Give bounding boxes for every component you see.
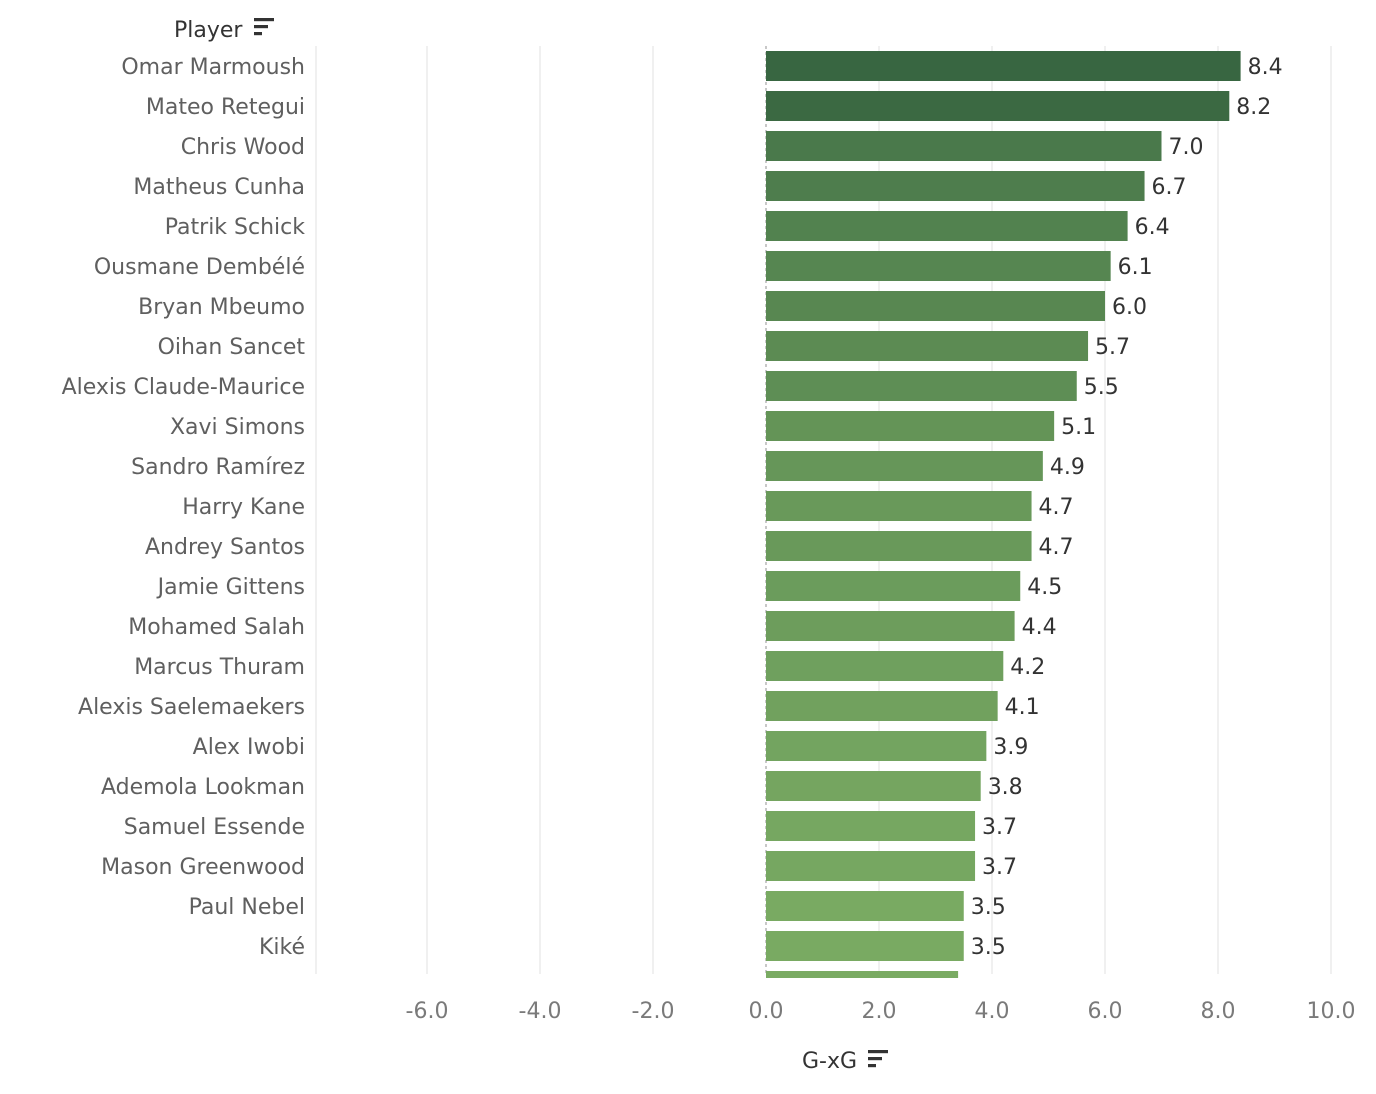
bar[interactable] xyxy=(766,491,1032,521)
bar[interactable] xyxy=(766,171,1145,201)
category-label: Harry Kane xyxy=(182,495,305,520)
bar[interactable] xyxy=(766,251,1111,281)
bar-partial[interactable] xyxy=(766,971,959,978)
data-label: 4.4 xyxy=(1022,615,1057,640)
x-tick-label: -4.0 xyxy=(519,999,562,1024)
label-layer: -6.0 -4.0 -2.0 0.0 2.0 4.0 6.0 8.0 10.0 Omar Marm… xyxy=(62,55,1356,1024)
bar[interactable] xyxy=(766,371,1077,401)
category-label: Kiké xyxy=(259,935,305,960)
category-label: Patrik Schick xyxy=(165,215,305,240)
data-label: 5.7 xyxy=(1095,335,1130,360)
bar[interactable] xyxy=(766,891,964,921)
data-label: 4.5 xyxy=(1027,575,1062,600)
y-axis-title[interactable]: Player xyxy=(174,18,243,43)
category-label: Chris Wood xyxy=(181,135,305,160)
category-label: Ousmane Dembélé xyxy=(94,255,305,280)
bar[interactable] xyxy=(766,931,964,961)
data-label: 3.8 xyxy=(988,775,1023,800)
data-label: 3.7 xyxy=(982,815,1017,840)
bar[interactable] xyxy=(766,771,981,801)
data-label: 6.0 xyxy=(1112,295,1147,320)
bar[interactable] xyxy=(766,531,1032,561)
bar[interactable] xyxy=(766,611,1015,641)
data-label: 7.0 xyxy=(1169,135,1204,160)
category-label: Alex Iwobi xyxy=(193,735,305,760)
bar[interactable] xyxy=(766,651,1004,681)
x-tick-label: 4.0 xyxy=(975,999,1010,1024)
bar[interactable] xyxy=(766,451,1043,481)
data-label: 5.1 xyxy=(1061,415,1096,440)
category-label: Samuel Essende xyxy=(124,815,305,840)
x-tick-label: 10.0 xyxy=(1307,999,1356,1024)
bar[interactable] xyxy=(766,91,1230,121)
category-label: Alexis Saelemaekers xyxy=(78,695,305,720)
category-label: Mason Greenwood xyxy=(101,855,305,880)
data-label: 3.5 xyxy=(971,895,1006,920)
category-label: Sandro Ramírez xyxy=(131,455,305,480)
x-tick-label: 8.0 xyxy=(1201,999,1236,1024)
data-label: 3.9 xyxy=(993,735,1028,760)
data-label: 6.7 xyxy=(1152,175,1187,200)
category-label: Andrey Santos xyxy=(145,535,305,560)
category-label: Paul Nebel xyxy=(189,895,305,920)
x-tick-label: 6.0 xyxy=(1088,999,1123,1024)
data-label: 4.1 xyxy=(1005,695,1040,720)
category-label: Jamie Gittens xyxy=(156,575,305,600)
bar[interactable] xyxy=(766,411,1055,441)
data-label: 3.5 xyxy=(971,935,1006,960)
bar[interactable] xyxy=(766,571,1021,601)
data-label: 8.2 xyxy=(1236,95,1271,120)
category-label: Mohamed Salah xyxy=(128,615,305,640)
bar[interactable] xyxy=(766,811,976,841)
data-label: 3.7 xyxy=(982,855,1017,880)
data-label: 5.5 xyxy=(1084,375,1119,400)
x-tick-label: 2.0 xyxy=(862,999,897,1024)
bar-layer xyxy=(766,51,1241,978)
data-label: 6.1 xyxy=(1118,255,1153,280)
data-label: 4.2 xyxy=(1010,655,1045,680)
bar[interactable] xyxy=(766,131,1162,161)
category-label: Alexis Claude-Maurice xyxy=(62,375,305,400)
category-label: Xavi Simons xyxy=(170,415,305,440)
bar[interactable] xyxy=(766,731,987,761)
bar[interactable] xyxy=(766,291,1105,321)
bar[interactable] xyxy=(766,211,1128,241)
x-tick-label: -2.0 xyxy=(632,999,675,1024)
bar[interactable] xyxy=(766,331,1089,361)
data-label: 6.4 xyxy=(1135,215,1170,240)
category-label: Oihan Sancet xyxy=(158,335,306,360)
data-label: 4.9 xyxy=(1050,455,1085,480)
category-label: Bryan Mbeumo xyxy=(138,295,305,320)
x-tick-label: 0.0 xyxy=(749,999,784,1024)
category-label: Omar Marmoush xyxy=(121,55,305,80)
category-label: Marcus Thuram xyxy=(134,655,305,680)
data-label: 4.7 xyxy=(1039,535,1074,560)
category-label: Ademola Lookman xyxy=(101,775,305,800)
gxg-sort-icon[interactable] xyxy=(868,1050,888,1068)
data-label: 4.7 xyxy=(1039,495,1074,520)
x-tick-label: -6.0 xyxy=(406,999,449,1024)
category-label: Mateo Retegui xyxy=(146,95,305,120)
category-label: Matheus Cunha xyxy=(133,175,305,200)
x-axis-title[interactable]: G-xG xyxy=(802,1049,857,1074)
bar[interactable] xyxy=(766,51,1241,81)
player-sort-icon[interactable] xyxy=(254,18,274,36)
bar[interactable] xyxy=(766,691,998,721)
bar[interactable] xyxy=(766,851,976,881)
data-label: 8.4 xyxy=(1248,55,1283,80)
